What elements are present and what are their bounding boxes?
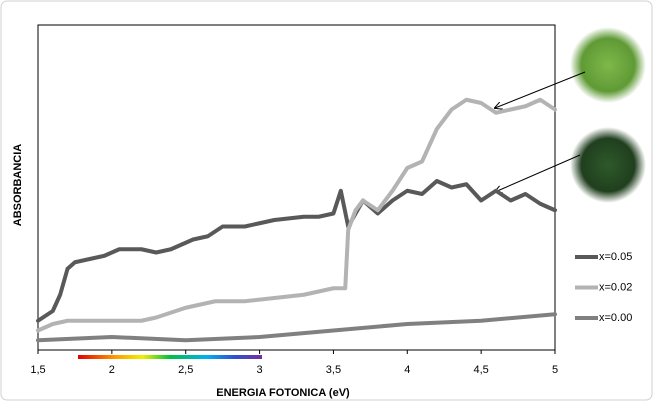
arrow — [495, 154, 581, 192]
series-line — [36, 179, 557, 323]
x-tick-label: 4,5 — [473, 364, 488, 376]
spectrum-bar — [78, 355, 262, 359]
x-axis-label: ENERGIA FOTONICA (eV) — [216, 387, 350, 399]
x-tick-label: 2,5 — [178, 364, 193, 376]
legend-label: x=0.00 — [599, 312, 632, 324]
sample-image — [570, 127, 646, 203]
x-tick-label: 5 — [552, 364, 558, 376]
legend-label: x=0.02 — [599, 281, 632, 293]
series-line — [36, 312, 557, 343]
sample-image — [570, 27, 646, 103]
y-axis-label: ABSORBANCIA — [12, 144, 24, 227]
x-tick-label: 1,5 — [30, 364, 45, 376]
x-tick-label: 2 — [109, 364, 115, 376]
arrow — [495, 71, 586, 108]
legend-label: x=0.05 — [599, 251, 632, 263]
plot-area — [37, 24, 556, 351]
x-tick-label: 3,5 — [326, 364, 341, 376]
x-tick-label: 3 — [257, 364, 263, 376]
series-line — [36, 97, 557, 333]
x-tick-label: 4 — [404, 364, 410, 376]
